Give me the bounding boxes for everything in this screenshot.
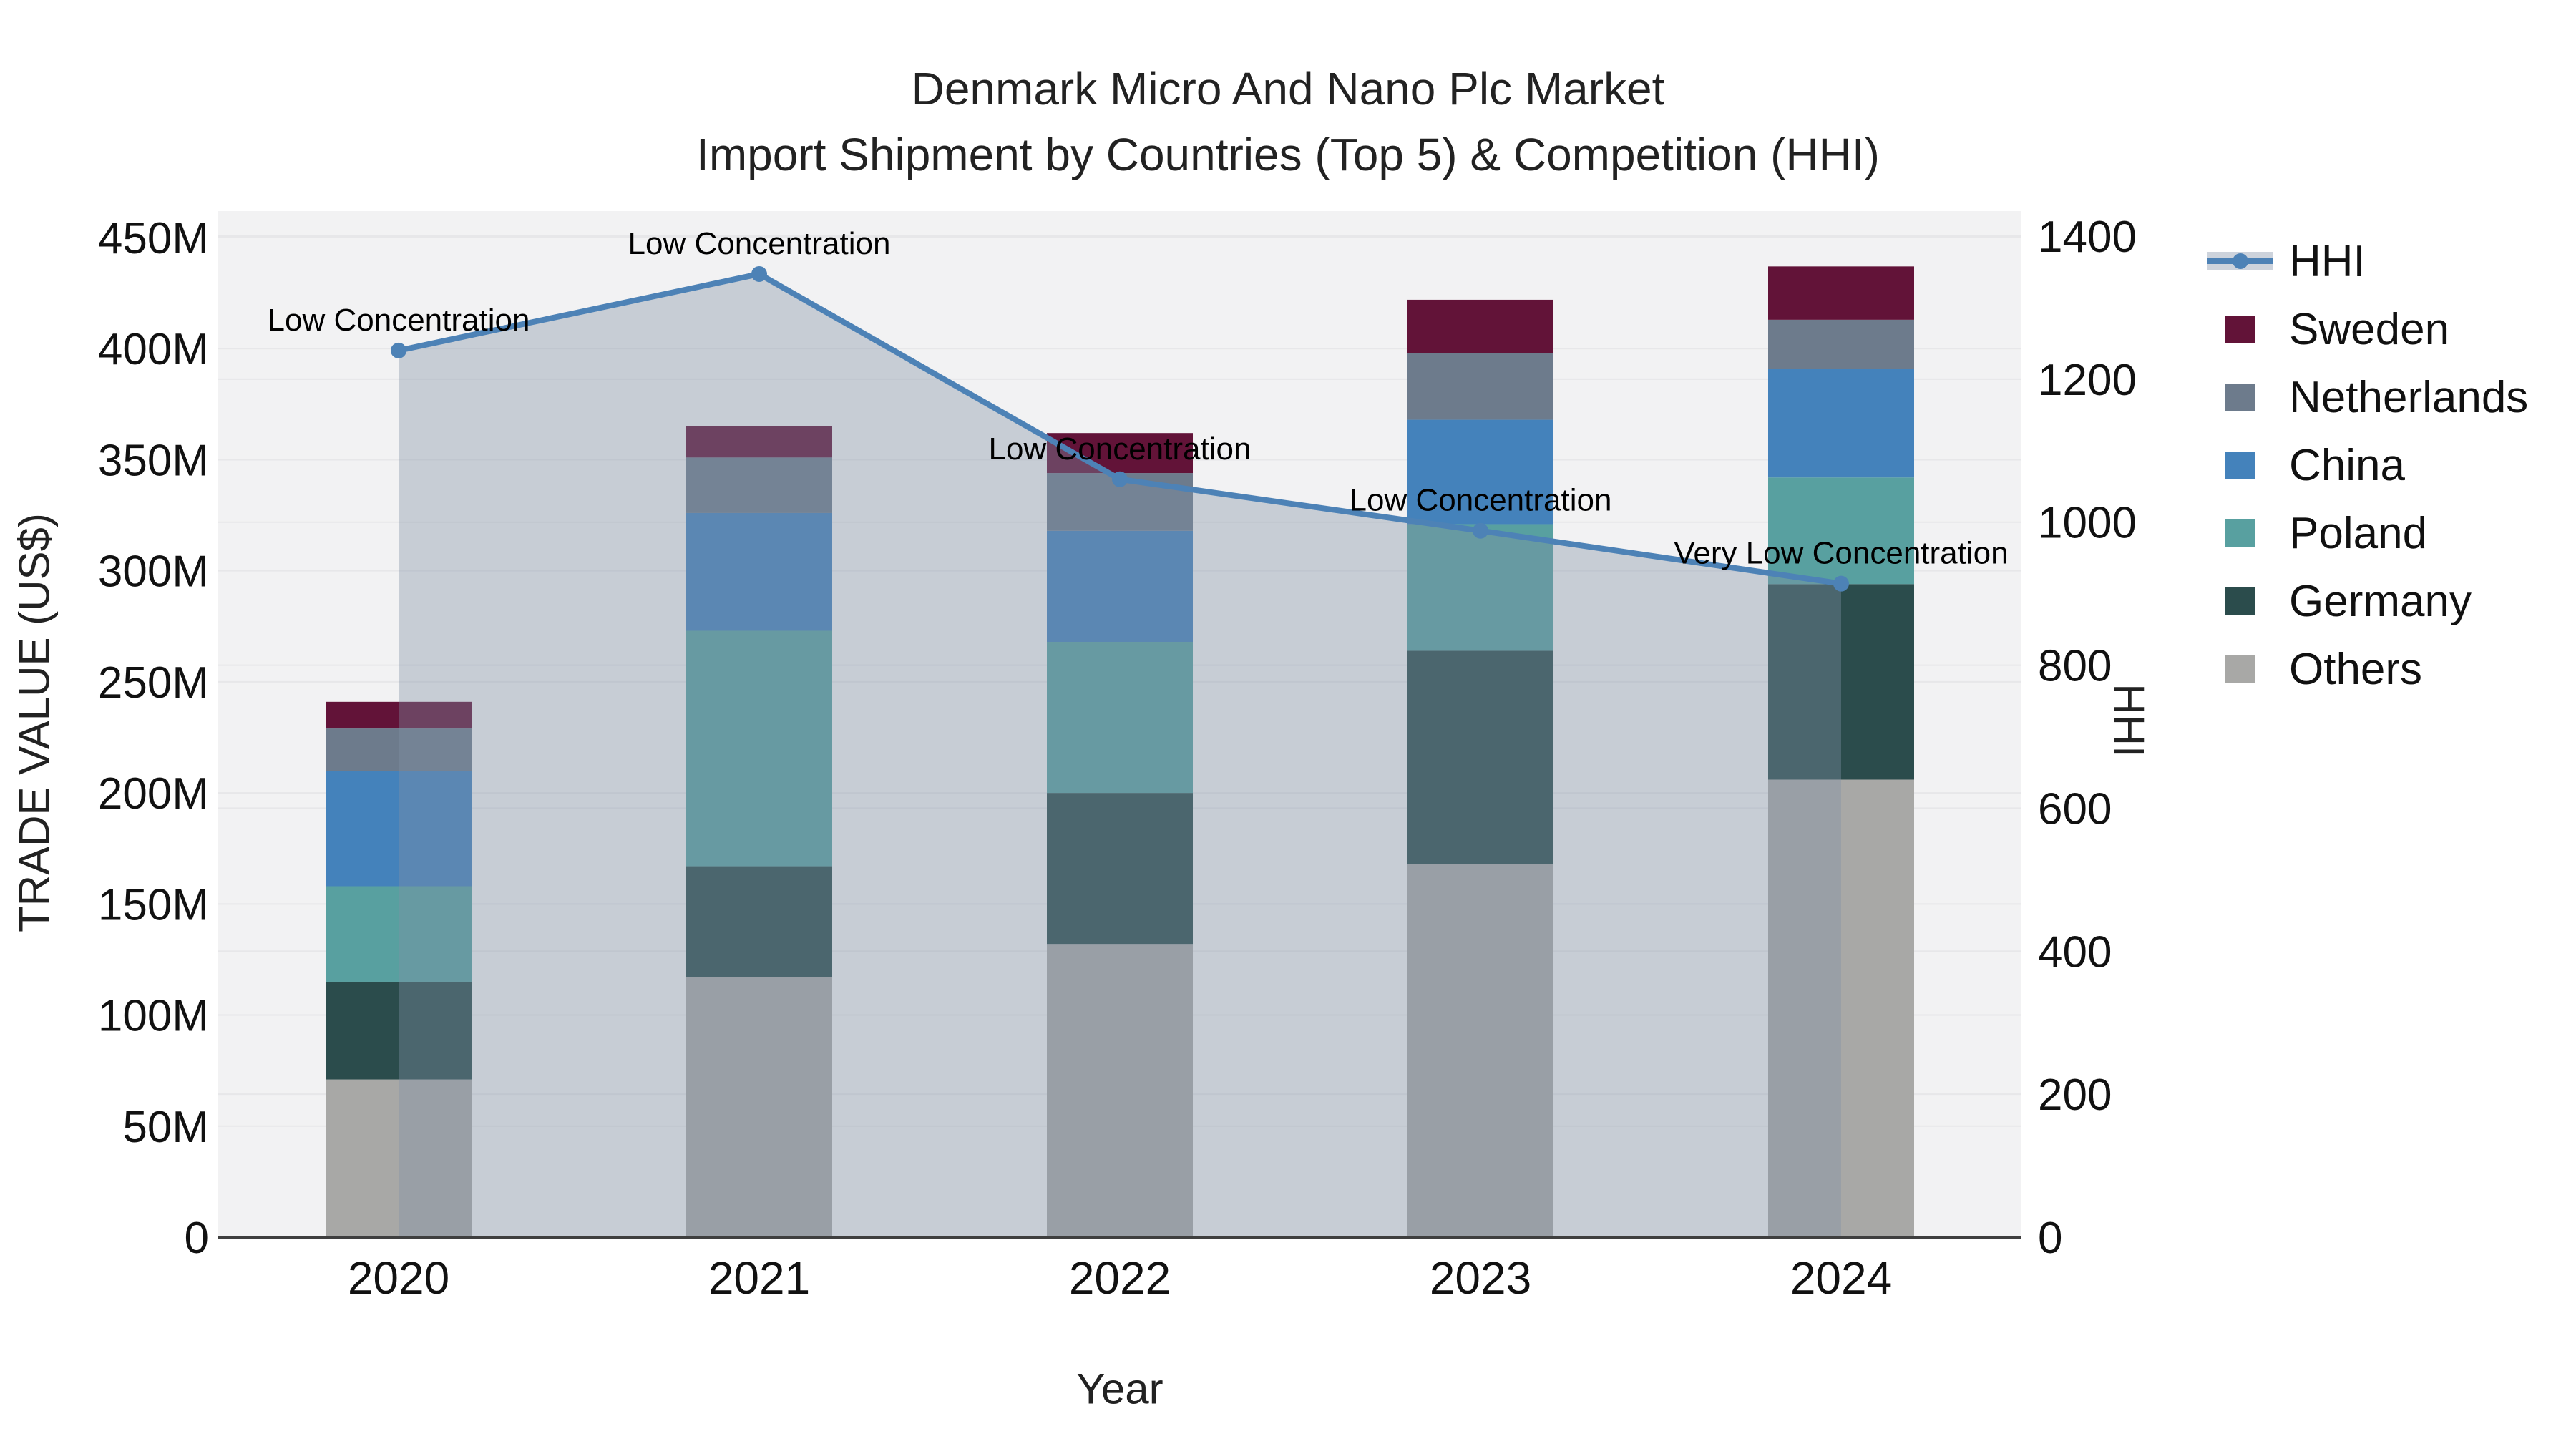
x-tick-2022: 2022	[1069, 1252, 1171, 1304]
legend-label-hhi: HHI	[2289, 237, 2366, 286]
annotation-2023: Low Concentration	[1350, 483, 1612, 518]
legend-label-germany: Germany	[2289, 577, 2472, 626]
annotation-2020: Low Concentration	[268, 303, 530, 338]
swatch-netherlands	[2225, 384, 2255, 411]
x-tick-2024: 2024	[1790, 1252, 1892, 1304]
hhi-area-fill	[399, 273, 1841, 1237]
bar-segment-2024-china[interactable]	[1768, 369, 1914, 478]
legend-label-others: Others	[2289, 645, 2423, 694]
y-left-tick-350M: 350M	[98, 436, 209, 485]
hhi-marker-2024[interactable]	[1833, 575, 1849, 592]
y-left-axis-title: TRADE VALUE (US$)	[10, 513, 59, 932]
bar-segment-2022-china[interactable]	[1047, 530, 1193, 643]
bar-segment-2023-poland[interactable]	[1407, 524, 1553, 651]
y-right-tick-1000: 1000	[2038, 499, 2137, 548]
legend-label-poland: Poland	[2289, 509, 2428, 558]
chart-title-line1: Denmark Micro And Nano Plc Market	[911, 63, 1665, 114]
y-left-tick-150M: 150M	[98, 880, 209, 930]
bar-segment-2023-netherlands[interactable]	[1407, 353, 1553, 420]
legend-item-hhi[interactable]: HHI	[2207, 228, 2528, 296]
legend-item-sweden[interactable]: Sweden	[2207, 296, 2528, 364]
bar-segment-2021-sweden[interactable]	[686, 426, 832, 458]
y-left-tick-50M: 50M	[122, 1103, 209, 1152]
legend-label-china: China	[2289, 441, 2405, 490]
bar-segment-2023-germany[interactable]	[1407, 650, 1553, 864]
hhi-marker-2022[interactable]	[1112, 471, 1128, 487]
y-left-tick-300M: 300M	[98, 547, 209, 597]
swatch-china	[2225, 452, 2255, 479]
color-swatch-icon	[2207, 635, 2286, 703]
legend-label-sweden: Sweden	[2289, 305, 2450, 354]
swatch-sweden	[2225, 316, 2255, 343]
hhi-line-icon	[2207, 228, 2286, 296]
hhi-marker-2020[interactable]	[391, 342, 406, 358]
bar-segment-2024-poland[interactable]	[1768, 477, 1914, 585]
y-left-tick-200M: 200M	[98, 769, 209, 819]
y-right-tick-1400: 1400	[2038, 213, 2137, 262]
chart-title: Denmark Micro And Nano Plc Market Import…	[0, 56, 2576, 187]
hhi-marker-2023[interactable]	[1473, 522, 1488, 539]
color-swatch-icon	[2207, 567, 2286, 635]
bar-segment-2020-poland[interactable]	[326, 886, 472, 982]
annotation-2022: Low Concentration	[989, 431, 1252, 467]
bar-segment-2021-poland[interactable]	[686, 630, 832, 867]
bar-segment-2020-sweden[interactable]	[326, 701, 472, 729]
y-right-tick-1200: 1200	[2038, 356, 2137, 405]
x-tick-2020: 2020	[348, 1252, 449, 1304]
bar-segment-2024-germany[interactable]	[1768, 584, 1914, 780]
legend-item-netherlands[interactable]: Netherlands	[2207, 364, 2528, 431]
swatch-poland	[2225, 519, 2255, 547]
bar-segment-2023-others[interactable]	[1407, 864, 1553, 1237]
x-tick-2021: 2021	[708, 1252, 810, 1304]
legend-item-china[interactable]: China	[2207, 431, 2528, 499]
bar-segment-2020-others[interactable]	[326, 1079, 472, 1237]
bar-segment-2023-china[interactable]	[1407, 419, 1553, 525]
bar-segment-2024-sweden[interactable]	[1768, 266, 1914, 320]
bar-segment-2024-others[interactable]	[1768, 779, 1914, 1237]
hhi-marker-2021[interactable]	[751, 265, 767, 282]
legend-item-germany[interactable]: Germany	[2207, 567, 2528, 635]
legend-item-poland[interactable]: Poland	[2207, 499, 2528, 567]
legend: HHI Sweden Netherlands China Poland Germany Ot…	[2207, 228, 2528, 703]
y-left-tick-0: 0	[185, 1214, 209, 1263]
annotation-2024: Very Low Concentration	[1674, 536, 2008, 571]
annotation-2021: Low Concentration	[628, 226, 891, 261]
y-left-tick-250M: 250M	[98, 658, 209, 708]
bar-segment-2022-germany[interactable]	[1047, 793, 1193, 945]
color-swatch-icon	[2207, 431, 2286, 499]
x-axis-title: Year	[1076, 1365, 1163, 1413]
y-left-tick-100M: 100M	[98, 992, 209, 1041]
y-right-tick-600: 600	[2038, 784, 2112, 834]
bar-segment-2020-netherlands[interactable]	[326, 728, 472, 771]
bar-segment-2021-germany[interactable]	[686, 866, 832, 977]
bar-segment-2021-others[interactable]	[686, 977, 832, 1237]
bar-segment-2020-china[interactable]	[326, 771, 472, 887]
bar-segment-2024-netherlands[interactable]	[1768, 319, 1914, 369]
swatch-germany	[2225, 587, 2255, 615]
bar-segment-2022-poland[interactable]	[1047, 642, 1193, 794]
color-swatch-icon	[2207, 296, 2286, 364]
y-right-tick-800: 800	[2038, 642, 2112, 691]
y-right-tick-400: 400	[2038, 927, 2112, 977]
legend-item-others[interactable]: Others	[2207, 635, 2528, 703]
bar-segment-2022-others[interactable]	[1047, 944, 1193, 1237]
bar-segment-2021-netherlands[interactable]	[686, 457, 832, 513]
y-right-tick-200: 200	[2038, 1070, 2112, 1120]
swatch-others	[2225, 655, 2255, 683]
x-tick-2023: 2023	[1430, 1252, 1531, 1304]
legend-label-netherlands: Netherlands	[2289, 373, 2529, 422]
y-left-tick-400M: 400M	[98, 325, 209, 374]
color-swatch-icon	[2207, 364, 2286, 431]
y-right-tick-0: 0	[2038, 1214, 2062, 1263]
y-right-axis-title: HHI	[2104, 683, 2153, 758]
bar-segment-2021-china[interactable]	[686, 512, 832, 631]
bar-segment-2023-sweden[interactable]	[1407, 299, 1553, 353]
color-swatch-icon	[2207, 499, 2286, 567]
hhi-marker-icon	[2233, 253, 2248, 269]
bar-segment-2020-germany[interactable]	[326, 981, 472, 1080]
chart-title-line2: Import Shipment by Countries (Top 5) & C…	[696, 129, 1880, 180]
y-left-tick-450M: 450M	[98, 214, 209, 263]
